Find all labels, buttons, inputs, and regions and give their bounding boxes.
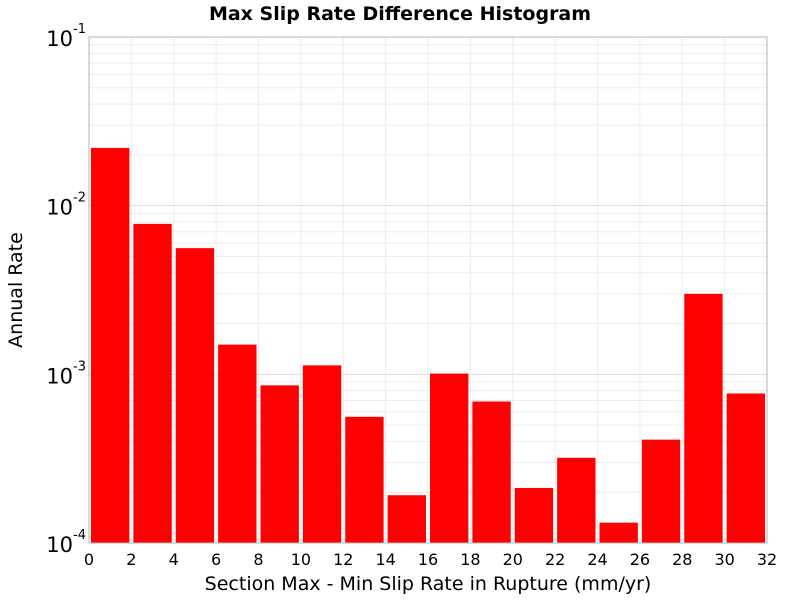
y-axis-label: Annual Rate bbox=[5, 232, 27, 348]
bar bbox=[641, 439, 681, 543]
x-tick-label: 14 bbox=[375, 550, 395, 569]
bar bbox=[726, 393, 765, 543]
bar bbox=[218, 344, 257, 543]
plot-border bbox=[88, 36, 768, 544]
x-tick-label: 4 bbox=[169, 550, 179, 569]
x-tick-label: 2 bbox=[126, 550, 136, 569]
bar bbox=[260, 385, 299, 543]
x-axis-label: Section Max - Min Slip Rate in Rupture (… bbox=[205, 573, 652, 595]
y-tick-base: 10 bbox=[46, 533, 73, 557]
x-tick-label: 16 bbox=[418, 550, 438, 569]
x-tick-label: 28 bbox=[672, 550, 692, 569]
y-tick-exponent: -4 bbox=[73, 528, 86, 543]
bar bbox=[430, 373, 469, 543]
bar bbox=[175, 248, 215, 543]
x-tick-label: 0 bbox=[84, 550, 94, 569]
bar bbox=[345, 416, 384, 543]
y-tick-exponent: -1 bbox=[73, 22, 86, 37]
bar bbox=[514, 487, 554, 543]
bar bbox=[599, 522, 638, 543]
chart-title: Max Slip Rate Difference Histogram bbox=[209, 3, 591, 25]
bars bbox=[91, 147, 765, 544]
x-tick-label: 24 bbox=[587, 550, 607, 569]
bar bbox=[684, 293, 723, 543]
y-tick-base: 10 bbox=[46, 364, 73, 388]
y-tick-label: 10 -3 bbox=[46, 359, 86, 388]
y-tick-exponent: -3 bbox=[73, 359, 86, 374]
y-tick-label: 10 -1 bbox=[46, 22, 86, 51]
x-tick-label: 12 bbox=[333, 550, 353, 569]
bar bbox=[387, 495, 426, 543]
bar bbox=[91, 147, 130, 543]
y-tick-base: 10 bbox=[46, 27, 73, 51]
bar bbox=[557, 457, 596, 543]
y-tick-label: 10 -2 bbox=[46, 191, 86, 220]
x-tick-label: 22 bbox=[545, 550, 565, 569]
x-tick-label: 10 bbox=[291, 550, 311, 569]
x-tick-labels: 0 2 4 6 8 10 12 14 16 18 20 22 24 26 28 30 32 bbox=[84, 550, 777, 569]
x-tick-label: 26 bbox=[630, 550, 650, 569]
bar bbox=[133, 223, 172, 544]
x-tick-label: 18 bbox=[460, 550, 480, 569]
x-tick-label: 6 bbox=[211, 550, 221, 569]
y-tick-base: 10 bbox=[46, 196, 73, 220]
y-tick-exponent: -2 bbox=[73, 191, 86, 206]
x-tick-label: 20 bbox=[503, 550, 523, 569]
y-tick-label: 10 -4 bbox=[46, 528, 86, 557]
x-tick-label: 32 bbox=[757, 550, 777, 569]
x-tick-label: 8 bbox=[253, 550, 263, 569]
bar bbox=[472, 401, 511, 543]
bar bbox=[302, 365, 342, 543]
x-tick-label: 30 bbox=[714, 550, 734, 569]
y-tick-labels: 10-410-310-210-1 bbox=[46, 22, 86, 557]
